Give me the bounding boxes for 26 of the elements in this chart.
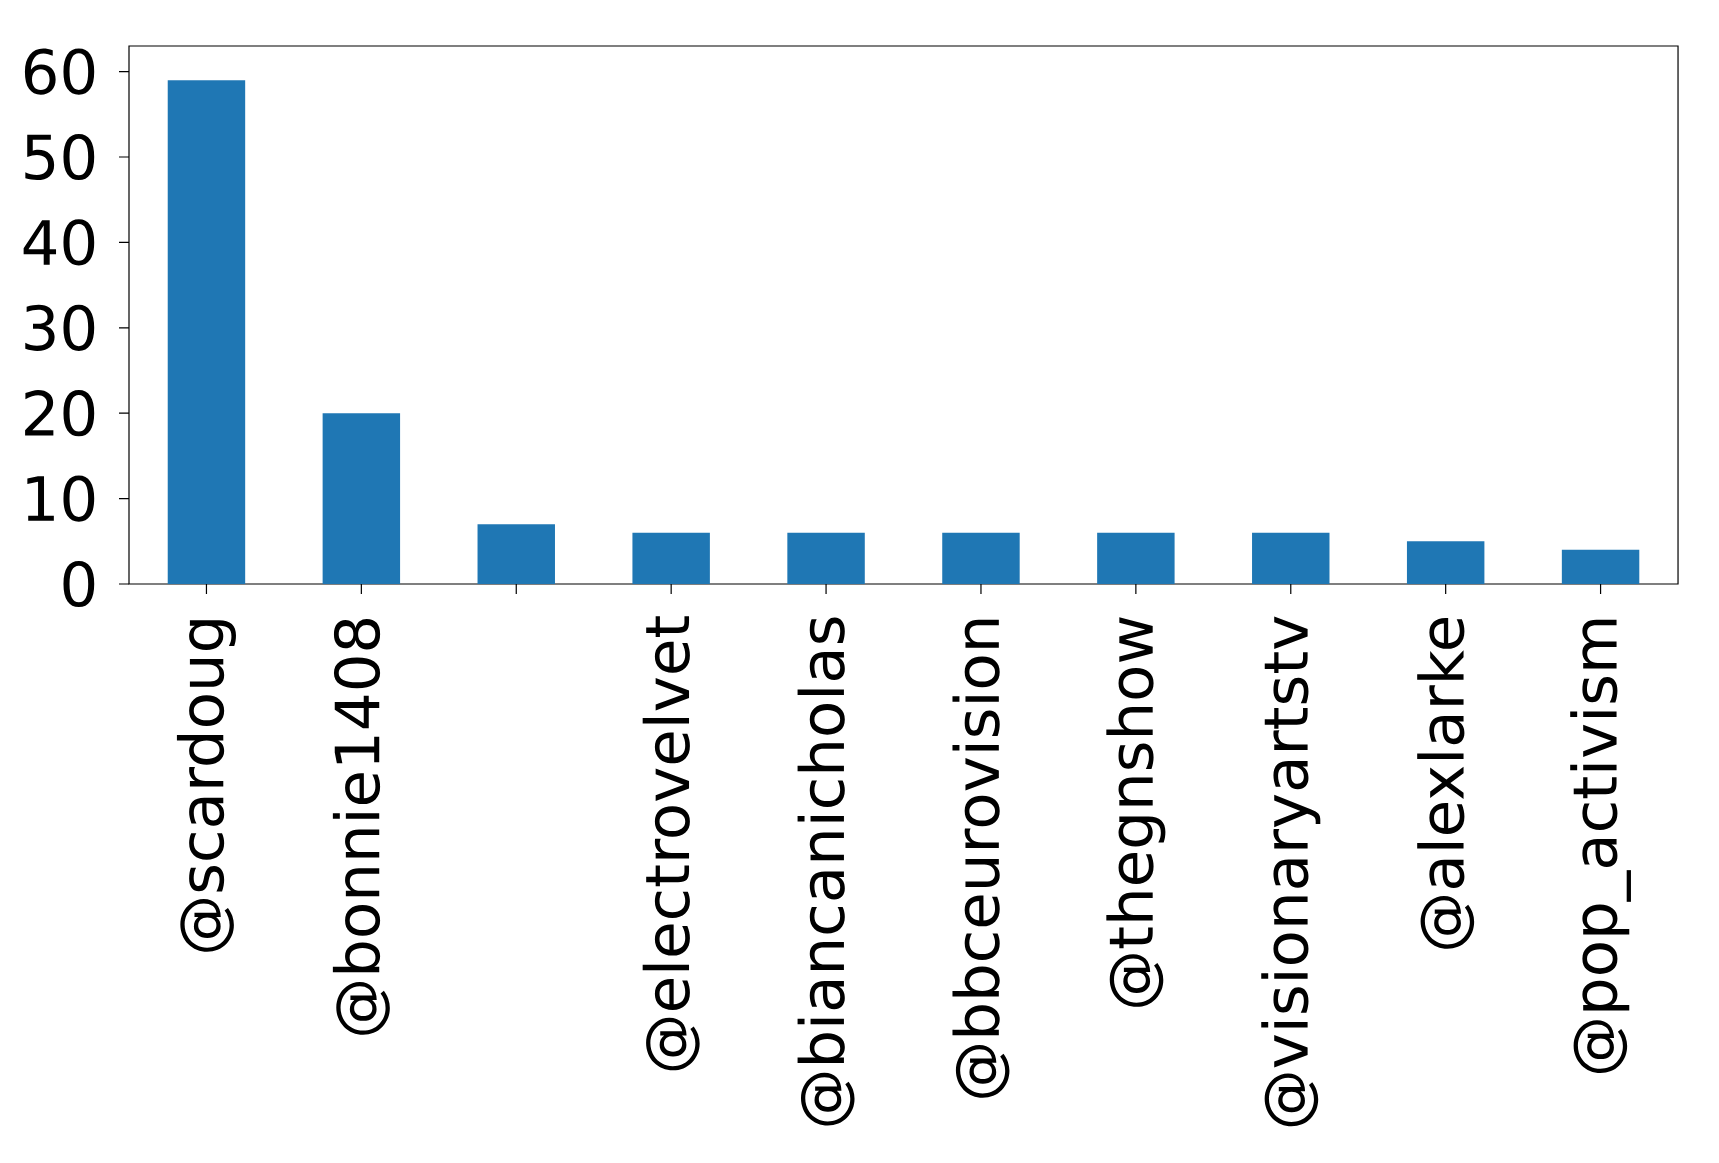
x-tick-label: @electrovelvet [642,616,700,1071]
y-tick-label: 30 [25,304,95,351]
y-tick-label: 20 [25,390,95,437]
x-tick-label: @pop_activism [1570,619,1631,1074]
bar [1406,541,1485,584]
bar [632,532,710,584]
bar [942,532,1020,584]
y-tick-label: 0 [63,560,95,608]
bar [787,532,865,584]
x-tick-label: @thegnshow [1106,617,1166,1007]
bar [1561,549,1640,584]
y-tick-label: 50 [25,133,95,181]
x-tick-label: @visionaryartstv [1261,616,1321,1127]
y-tick-label: 60 [24,48,95,95]
y-tick-label: 10 [27,475,95,522]
bar [477,524,555,584]
bar [167,80,246,584]
bar [1097,532,1175,584]
bar [1252,532,1330,584]
x-tick-label: @biancanicholas [797,617,855,1126]
y-tick-label: 40 [23,219,95,266]
x-tick-label: @alexlarke [1417,617,1475,949]
x-tick-label: @bbceurovision [952,619,1010,1098]
x-tick-label: @bonnie1408 [332,618,390,1035]
x-tick-label: @scardoug [176,620,236,952]
bar [322,413,401,584]
